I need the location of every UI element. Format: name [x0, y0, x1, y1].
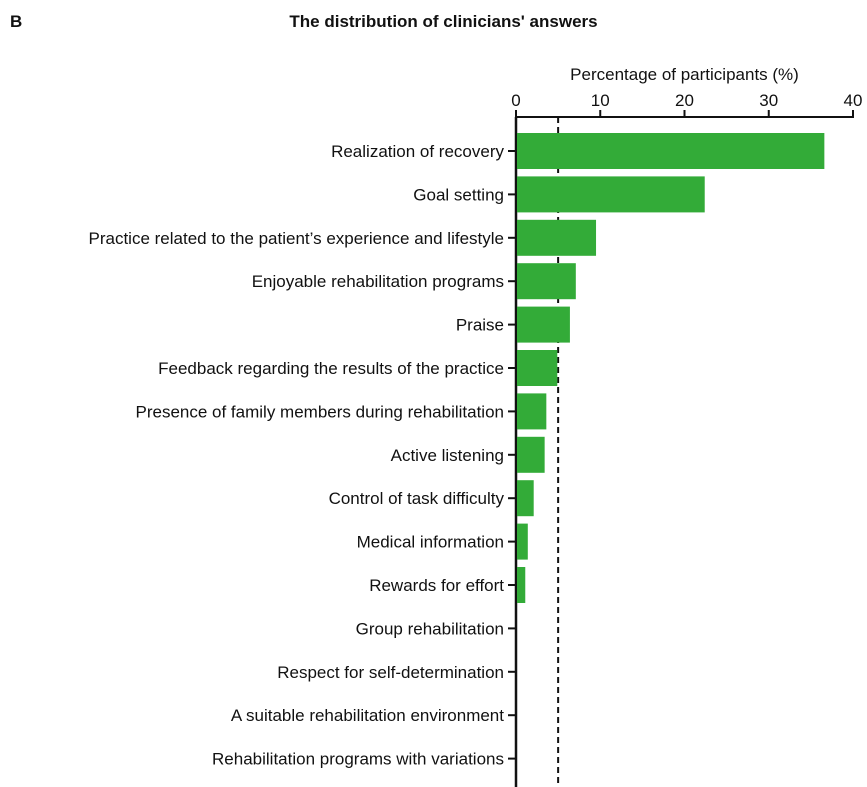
x-tick-label: 0	[511, 91, 520, 110]
category-label: Active listening	[391, 446, 504, 465]
category-label: Realization of recovery	[331, 142, 504, 161]
chart-title: The distribution of clinicians' answers	[289, 12, 598, 31]
category-label: Respect for self-determination	[277, 663, 504, 682]
bar	[517, 306, 570, 343]
category-label: Praise	[456, 316, 504, 335]
x-tick-label: 20	[675, 91, 694, 110]
category-label: Goal setting	[413, 185, 504, 204]
bar	[517, 133, 825, 169]
category-label-layer: Realization of recovery Goal setting Pract…	[89, 142, 505, 769]
bar-layer	[517, 133, 825, 603]
bar	[517, 523, 528, 560]
bar	[517, 480, 534, 517]
bar	[517, 176, 705, 213]
category-label: A suitable rehabilitation environment	[231, 706, 504, 725]
category-label: Practice related to the patient’s experi…	[89, 229, 505, 248]
bar	[517, 263, 576, 300]
bar	[517, 350, 558, 386]
category-label: Presence of family members during rehabi…	[135, 402, 504, 421]
x-tick-label: 30	[759, 91, 778, 110]
bar	[517, 393, 547, 430]
category-label: Control of task difficulty	[329, 489, 505, 508]
bar	[517, 567, 526, 603]
x-tick-label: 10	[591, 91, 610, 110]
x-axis-label: Percentage of participants (%)	[570, 65, 799, 84]
bar	[517, 436, 545, 473]
category-label: Feedback regarding the results of the pr…	[158, 359, 504, 378]
category-label: Medical information	[357, 533, 504, 552]
x-tick-label: 40	[844, 91, 863, 110]
category-label: Enjoyable rehabilitation programs	[252, 272, 504, 291]
category-label: Rehabilitation programs with variations	[212, 750, 504, 769]
bar	[517, 219, 597, 256]
panel-label: B	[10, 12, 23, 31]
category-label: Rewards for effort	[369, 576, 504, 595]
category-label: Group rehabilitation	[356, 619, 504, 638]
